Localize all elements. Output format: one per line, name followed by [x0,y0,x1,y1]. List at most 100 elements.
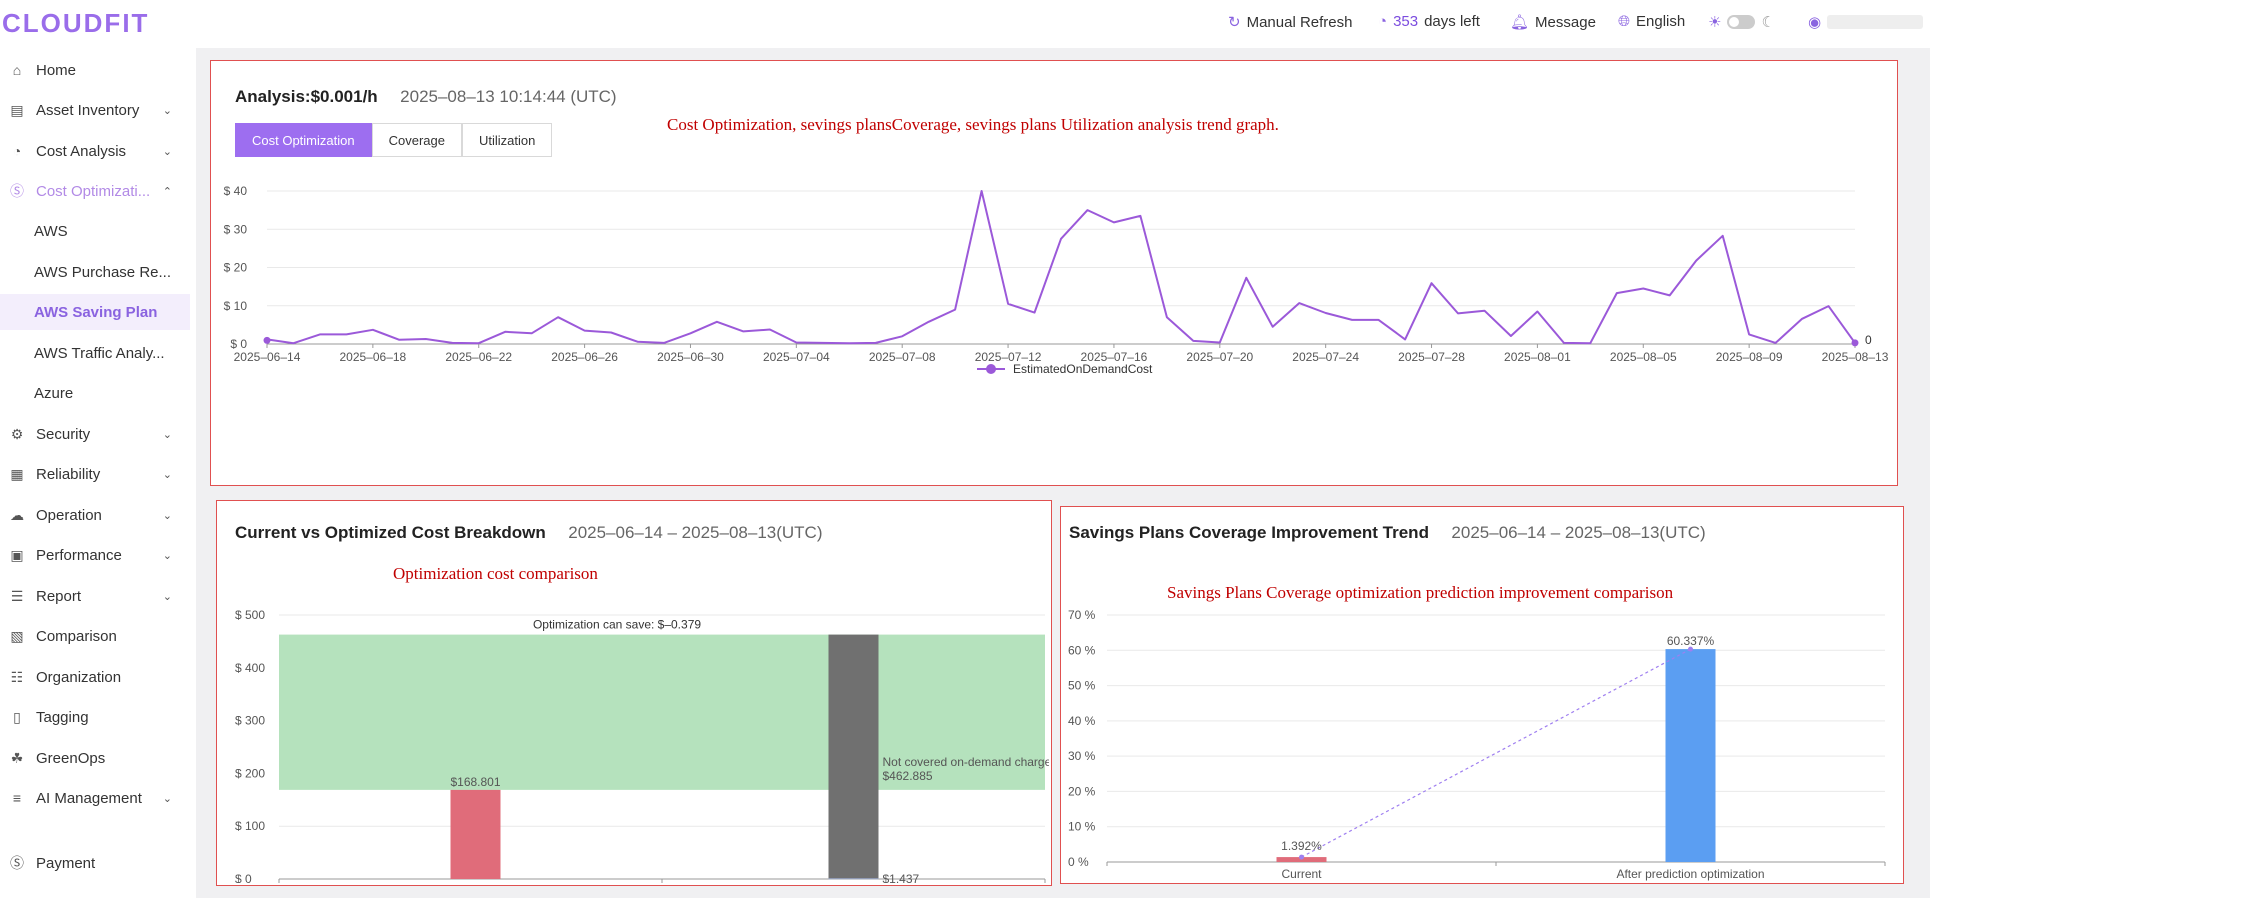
gauge-icon: ◔ [12,143,22,159]
y-tick-label: $ 300 [235,714,265,728]
y-tick-label: 30 % [1068,749,1096,763]
x-tick-label: 2025–07–08 [869,350,936,364]
legend-label: EstimatedOnDemandCost [1013,362,1153,376]
x-tick-label: 2025–06–14 [234,350,301,364]
sidebar-item-azure[interactable]: Azure [0,375,190,411]
sidebar-item-label: Organization [36,668,122,686]
analysis-annotation: Cost Optimization, sevings plansCoverage… [667,115,1279,134]
bar-value-label: 1.392% [1281,839,1322,853]
x-tick-label: 2025–08–13 [1822,350,1889,364]
x-tick-label: 2025–06–26 [551,350,618,364]
sidebar-item-aws-saving-plan[interactable]: AWS Saving Plan [0,294,190,330]
sidebar-item-report[interactable]: ☰ Report ⌄ [0,578,190,614]
sidebar-item-aws-purchase[interactable]: AWS Purchase Re... [0,254,190,290]
sidebar-item-ai-management[interactable]: ≡ AI Management ⌄ [0,780,190,816]
uncovered-label: Not covered on-demand charges [883,755,1050,769]
sidebar-item-aws[interactable]: AWS [0,213,190,249]
bar-optimized-uncovered [828,634,879,879]
payment-icon: Ⓢ [10,855,24,871]
operation-icon: ☁ [10,506,24,523]
x-tick-label: 2025–07–04 [763,350,830,364]
sidebar-item-organization[interactable]: ☷ Organization [0,659,190,695]
x-tick-label: 2025–07–12 [975,350,1042,364]
x-tick-label: 2025–08–05 [1610,350,1677,364]
y-tick-label: $ 200 [235,766,265,780]
theme-toggle[interactable]: ☀ ☾ [1708,13,1775,31]
message-button[interactable]: 🔔︎ Message [1510,13,1596,32]
sidebar-item-payment[interactable]: Ⓢ Payment [0,845,190,881]
clock-icon: ◔ [1378,13,1388,30]
manual-refresh-button[interactable]: ↻ Manual Refresh [1228,13,1352,32]
user-menu[interactable]: ◉ [1808,13,1924,31]
x-tick-label: 2025–08–09 [1716,350,1783,364]
tab-coverage[interactable]: Coverage [371,123,462,157]
sidebar-item-label: Performance [36,546,122,564]
sidebar-item-label: AWS Traffic Analy... [34,344,165,362]
sidebar-item-operation[interactable]: ☁ Operation ⌄ [0,497,190,533]
refresh-icon: ↻ [1228,14,1241,31]
bar-optimized [828,878,879,880]
coverage-range: 2025–06–14 – 2025–08–13(UTC) [1451,523,1706,542]
x-tick-label: 2025–07–16 [1081,350,1148,364]
coverage-bar-chart: 0 % 10 % 20 % 30 % 40 % 50 % 60 % 70 % 1.392% 60.… [1068,608,1886,881]
sidebar-item-label: Reliability [36,465,101,483]
chevron-down-icon: ⌄ [162,549,172,562]
top-bar: CLOUDFIT ↻ Manual Refresh ◔ 353 days lef… [0,0,1930,48]
sidebar-item-label: AWS Saving Plan [34,303,158,321]
y-tick-label: $ 0 [235,872,252,883]
sidebar-item-aws-traffic[interactable]: AWS Traffic Analy... [0,335,190,371]
x-tick-label: 2025–06–22 [445,350,512,364]
username-placeholder [1827,15,1924,29]
trend-point [1299,854,1304,860]
sidebar-item-asset-inventory[interactable]: ▤ Asset Inventory ⌄ [0,92,190,128]
sidebar-item-label: Payment [36,854,96,872]
coverage-annotation: Savings Plans Coverage optimization pred… [1167,583,1674,602]
app-logo[interactable]: CLOUDFIT [2,8,150,38]
sidebar-item-cost-optimization[interactable]: Ⓢ Cost Optimizati... ⌃ [0,173,190,209]
tab-utilization[interactable]: Utilization [461,123,553,157]
sidebar-item-greenops[interactable]: ☘ GreenOps [0,740,190,776]
y-tick-label: 70 % [1068,608,1096,622]
trend-point [1688,646,1693,652]
sidebar-item-reliability[interactable]: ▦ Reliability ⌄ [0,456,190,492]
tab-cost-optimization[interactable]: Cost Optimization [235,123,372,157]
sidebar-item-label: Home [36,61,77,79]
inventory-icon: ▤ [10,101,24,118]
greenops-icon: ☘ [10,749,24,766]
sidebar-item-cost-analysis[interactable]: ◔ Cost Analysis ⌄ [0,133,190,169]
y-tick-label: $ 0 [230,337,247,351]
chevron-down-icon: ⌄ [162,428,172,441]
breakdown-panel: Current vs Optimized Cost Breakdown 2025… [216,500,1052,886]
y-tick-label: 60 % [1068,643,1096,657]
bar-current [450,789,501,879]
sidebar-item-label: Tagging [36,708,89,726]
chevron-down-icon: ⌄ [162,590,172,603]
license-days-left: ◔ 353 days left [1378,13,1480,30]
coverage-title: Savings Plans Coverage Improvement Trend [1069,523,1429,542]
sidebar-item-comparison[interactable]: ▧ Comparison [0,618,190,654]
chevron-up-icon: ⌃ [162,185,172,198]
sidebar-item-tagging[interactable]: ▯ Tagging [0,699,190,735]
x-tick-label: 2025–08–01 [1504,350,1571,364]
x-tick-label: 2025–07–28 [1398,350,1465,364]
sidebar-item-home[interactable]: ⌂ Home [0,52,190,88]
y-tick-label: 10 % [1068,820,1096,834]
sun-icon: ☀ [1708,14,1722,31]
sidebar-item-label: AWS Purchase Re... [34,263,171,281]
y-tick-label: 40 % [1068,714,1096,728]
sidebar-item-label: Security [36,425,91,443]
y-tick-label: $ 40 [224,184,248,198]
sidebar-item-performance[interactable]: ▣ Performance ⌄ [0,537,190,573]
theme-switch[interactable] [1727,15,1756,29]
sidebar-item-label: Report [36,587,82,605]
language-selector[interactable]: 🌐︎ English [1618,13,1685,30]
days-left-suffix: days left [1424,13,1480,30]
sidebar-item-label: Azure [34,384,74,402]
sidebar-item-security[interactable]: ⚙ Security ⌄ [0,416,190,452]
y-tick-label: $ 10 [224,299,248,313]
performance-icon: ▣ [10,546,24,563]
trend-line [1301,648,1691,858]
end-value-label: 0 [1865,333,1872,347]
cost-breakdown-bar-chart: $ 0 $ 100 $ 200 $ 300 $ 400 $ 500 Optimization… [235,608,1050,883]
bell-icon: 🔔︎ [1510,14,1530,31]
